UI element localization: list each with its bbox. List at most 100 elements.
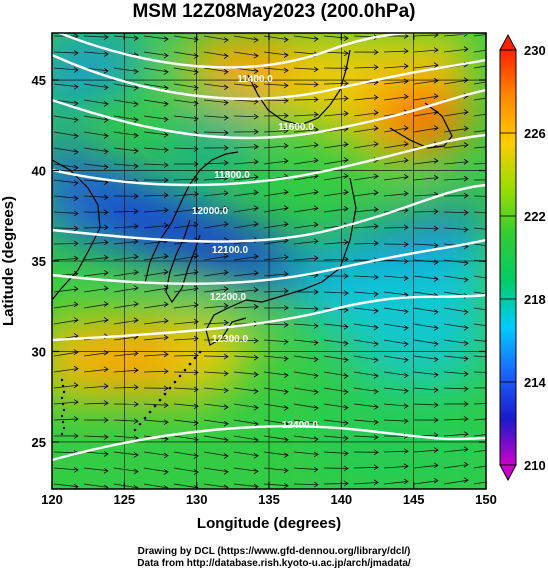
streamline-arrow xyxy=(373,64,379,71)
streamline xyxy=(113,131,139,136)
streamline-arrow xyxy=(163,469,169,475)
streamline-arrow xyxy=(283,254,289,261)
streamline-arrow xyxy=(373,324,379,331)
streamline-arrow xyxy=(193,369,199,376)
streamline-arrow xyxy=(163,334,169,341)
streamline xyxy=(53,401,79,405)
streamline-arrow xyxy=(373,274,379,281)
streamline-arrow xyxy=(103,209,109,216)
streamline-arrow xyxy=(373,404,379,410)
streamline xyxy=(263,273,289,277)
streamline-arrow xyxy=(343,340,349,347)
streamline-arrow xyxy=(223,387,229,394)
streamline xyxy=(473,371,486,373)
streamline xyxy=(143,99,169,105)
streamline xyxy=(473,211,486,214)
streamline xyxy=(353,97,379,101)
streamline-arrow xyxy=(133,132,139,139)
streamline-arrow xyxy=(433,387,439,393)
streamline xyxy=(413,80,439,85)
streamline-arrow xyxy=(403,275,409,282)
island xyxy=(143,416,147,420)
streamline-arrow xyxy=(73,180,79,186)
field-blob xyxy=(320,370,486,489)
streamline xyxy=(293,467,319,470)
coastline xyxy=(389,102,453,149)
island xyxy=(62,390,66,394)
streamline-arrow xyxy=(433,325,439,331)
streamline-arrow xyxy=(433,417,439,423)
streamline-arrow xyxy=(133,367,139,374)
streamline-arrow xyxy=(494,293,498,298)
streamline xyxy=(263,323,289,326)
streamline-arrow xyxy=(343,157,349,163)
streamline-arrow xyxy=(313,36,319,42)
streamline-arrow xyxy=(283,127,289,134)
streamline-arrow xyxy=(494,400,498,405)
streamline xyxy=(323,35,349,39)
streamline-arrow xyxy=(103,254,109,261)
contour-line xyxy=(52,425,486,462)
streamline xyxy=(113,419,139,422)
streamline-arrow xyxy=(103,484,109,489)
streamline-arrow xyxy=(433,447,439,453)
y-tick-label: 25 xyxy=(32,435,46,450)
streamline-arrow xyxy=(494,31,498,36)
streamline-arrow xyxy=(403,48,409,54)
streamline-arrow xyxy=(494,431,498,436)
island xyxy=(173,380,177,384)
streamline-arrow xyxy=(103,451,109,457)
streamline xyxy=(383,176,409,181)
streamline xyxy=(383,143,409,149)
streamline-arrow xyxy=(193,484,199,489)
streamline-arrow xyxy=(193,221,199,228)
streamline-arrow xyxy=(253,52,259,59)
streamline xyxy=(203,467,229,473)
streamline-arrow xyxy=(343,465,349,472)
streamline-arrow xyxy=(433,356,439,363)
streamline xyxy=(143,320,169,325)
streamline-arrow xyxy=(403,325,409,331)
streamline-arrow xyxy=(313,323,319,329)
streamline xyxy=(83,402,109,405)
streamline-arrow xyxy=(433,158,439,164)
streamline xyxy=(83,131,109,137)
streamline-arrow xyxy=(283,452,289,459)
streamline xyxy=(233,223,259,229)
streamline xyxy=(443,323,469,329)
streamline xyxy=(83,483,109,488)
streamline xyxy=(293,207,319,213)
streamline-arrow xyxy=(433,77,439,84)
streamline-arrow xyxy=(463,142,469,148)
streamline-arrow xyxy=(223,336,229,343)
streamline xyxy=(53,451,79,454)
streamline-arrow xyxy=(193,285,199,292)
streamline-arrow xyxy=(193,161,199,167)
streamline-arrow xyxy=(313,205,319,212)
streamline-arrow xyxy=(313,111,319,118)
contour-line xyxy=(52,238,486,285)
streamline xyxy=(83,83,109,88)
streamline xyxy=(383,355,409,361)
streamline xyxy=(173,287,199,293)
streamline xyxy=(233,192,259,197)
streamline xyxy=(83,319,109,325)
streamline-arrow xyxy=(193,403,199,410)
streamline xyxy=(293,339,319,344)
streamline xyxy=(233,176,259,181)
streamline-arrow xyxy=(403,125,409,131)
streamline-arrow xyxy=(163,177,169,183)
streamline-arrow xyxy=(73,240,79,247)
colorbar-tick-label: 214 xyxy=(524,375,546,390)
streamline-arrow xyxy=(133,148,139,154)
streamline-arrow xyxy=(223,253,229,259)
streamline xyxy=(443,79,469,85)
streamline-arrow xyxy=(313,173,319,179)
streamline-arrow xyxy=(403,78,409,85)
x-tick-label: 140 xyxy=(330,492,352,507)
streamline-arrow xyxy=(73,83,79,90)
streamline-arrow xyxy=(103,467,109,474)
streamline xyxy=(173,321,199,325)
streamline xyxy=(353,355,379,361)
streamline-arrow xyxy=(494,78,498,83)
